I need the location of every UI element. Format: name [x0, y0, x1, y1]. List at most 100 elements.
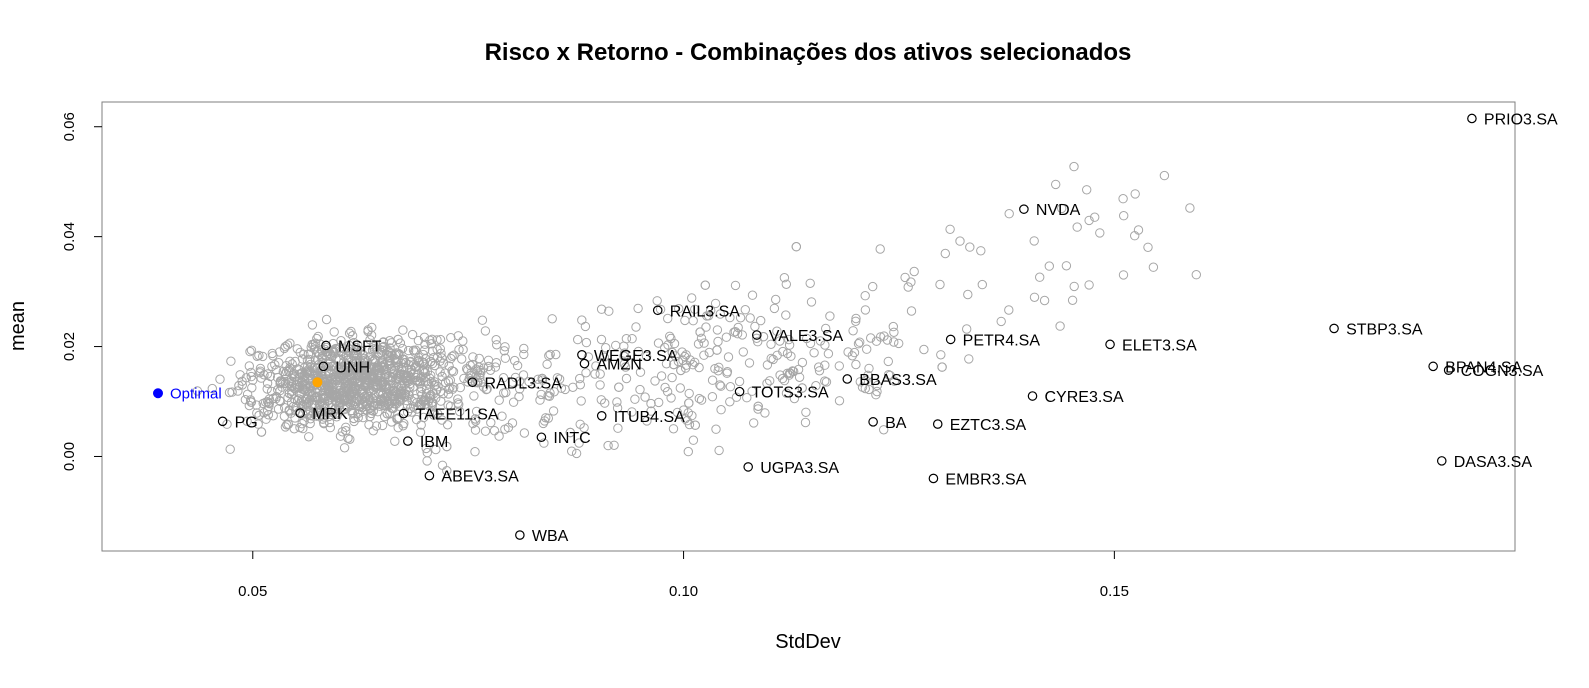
asset-point: [945, 334, 956, 345]
asset-point: [1467, 113, 1477, 124]
portfolio-point: [245, 346, 255, 357]
portfolio-point: [435, 367, 445, 377]
portfolio-point: [386, 375, 396, 386]
portfolio-point: [335, 380, 345, 391]
portfolio-point: [393, 334, 403, 345]
portfolio-point: [554, 374, 565, 384]
portfolio-point: [1118, 270, 1129, 280]
portfolio-point: [345, 362, 355, 372]
portfolio-point: [292, 344, 302, 354]
portfolio-point: [640, 392, 650, 402]
portfolio-point: [294, 365, 304, 375]
portfolio-point: [304, 354, 314, 365]
portfolio-point: [242, 389, 253, 399]
portfolio-point: [1039, 295, 1050, 306]
portfolio-point: [875, 244, 885, 254]
portfolio-point: [725, 312, 735, 323]
portfolio-point: [343, 433, 353, 443]
asset-point: [1329, 323, 1339, 334]
portfolio-point: [652, 296, 662, 306]
portfolio-point: [681, 350, 691, 360]
portfolio-point: [503, 422, 514, 433]
portfolio-points: [192, 161, 1202, 476]
portfolio-point: [514, 391, 524, 402]
portfolio-point: [725, 397, 735, 407]
portfolio-point: [963, 289, 973, 300]
asset-point: [932, 419, 943, 429]
portfolio-point: [900, 272, 910, 283]
asset-label: MRK: [312, 406, 348, 423]
portfolio-point: [855, 377, 865, 387]
portfolio-point: [547, 314, 557, 324]
portfolio-point: [683, 408, 693, 418]
portfolio-point: [409, 369, 419, 379]
portfolio-point: [595, 369, 605, 379]
portfolio-point: [673, 356, 684, 367]
portfolio-point: [688, 360, 698, 370]
portfolio-point: [604, 306, 614, 316]
asset-label: AMZN: [596, 357, 641, 374]
portfolio-point: [234, 380, 244, 391]
portfolio-point: [330, 375, 340, 385]
portfolio-point: [299, 416, 309, 426]
portfolio-point: [263, 398, 274, 408]
portfolio-point: [418, 412, 429, 423]
portfolio-point: [575, 373, 585, 384]
portfolio-point: [284, 406, 294, 416]
portfolio-point: [801, 407, 811, 417]
portfolio-point: [342, 375, 353, 386]
portfolio-point: [507, 377, 518, 387]
portfolio-point: [468, 418, 478, 429]
portfolio-point: [1143, 242, 1153, 253]
portfolio-point: [762, 360, 773, 370]
portfolio-point: [977, 279, 987, 290]
asset-points: PRIO3.SA NVDA STBP3.SA RAIL3.SA VALE3.SA PETR…: [217, 111, 1558, 545]
portfolio-point: [375, 401, 385, 411]
portfolio-point: [281, 366, 292, 377]
portfolio-point: [227, 387, 237, 397]
portfolio-point: [282, 420, 292, 430]
portfolio-point: [1082, 185, 1092, 195]
portfolio-point: [494, 395, 504, 405]
portfolio-point: [703, 311, 714, 321]
portfolio-point: [684, 419, 695, 430]
portfolio-point: [262, 378, 273, 388]
portfolio-point: [489, 426, 500, 436]
portfolio-point: [279, 343, 290, 354]
portfolio-point: [325, 357, 336, 368]
portfolio-point: [1055, 321, 1065, 331]
portfolio-point: [411, 414, 422, 425]
portfolio-point: [310, 393, 320, 403]
portfolio-point: [442, 441, 452, 452]
portfolio-point: [753, 401, 763, 411]
portfolio-point: [851, 359, 861, 370]
portfolio-point: [393, 348, 403, 358]
portfolio-point: [879, 425, 889, 435]
asset-label: WBA: [532, 528, 569, 545]
plot-frame: [101, 101, 1516, 552]
asset-label: EZTC3.SA: [950, 417, 1027, 434]
portfolio-point: [1133, 225, 1144, 235]
portfolio-point: [363, 380, 373, 390]
portfolio-point: [535, 395, 545, 405]
portfolio-point: [694, 362, 704, 373]
portfolio-point: [258, 351, 268, 362]
portfolio-point: [427, 407, 437, 417]
portfolio-point: [631, 322, 641, 332]
portfolio-point: [660, 382, 670, 393]
portfolio-point: [802, 333, 812, 344]
portfolio-point: [367, 322, 377, 333]
portfolio-point: [480, 326, 491, 336]
portfolio-point: [446, 353, 456, 364]
portfolio-point: [882, 335, 893, 345]
portfolio-point: [646, 398, 656, 409]
portfolio-point: [373, 399, 383, 410]
portfolio-point: [935, 279, 945, 290]
portfolio-point: [309, 407, 319, 418]
asset-point: [596, 411, 607, 421]
portfolio-point: [512, 360, 523, 371]
portfolio-point: [318, 414, 328, 424]
portfolio-point: [843, 347, 853, 357]
portfolio-point: [551, 349, 561, 360]
